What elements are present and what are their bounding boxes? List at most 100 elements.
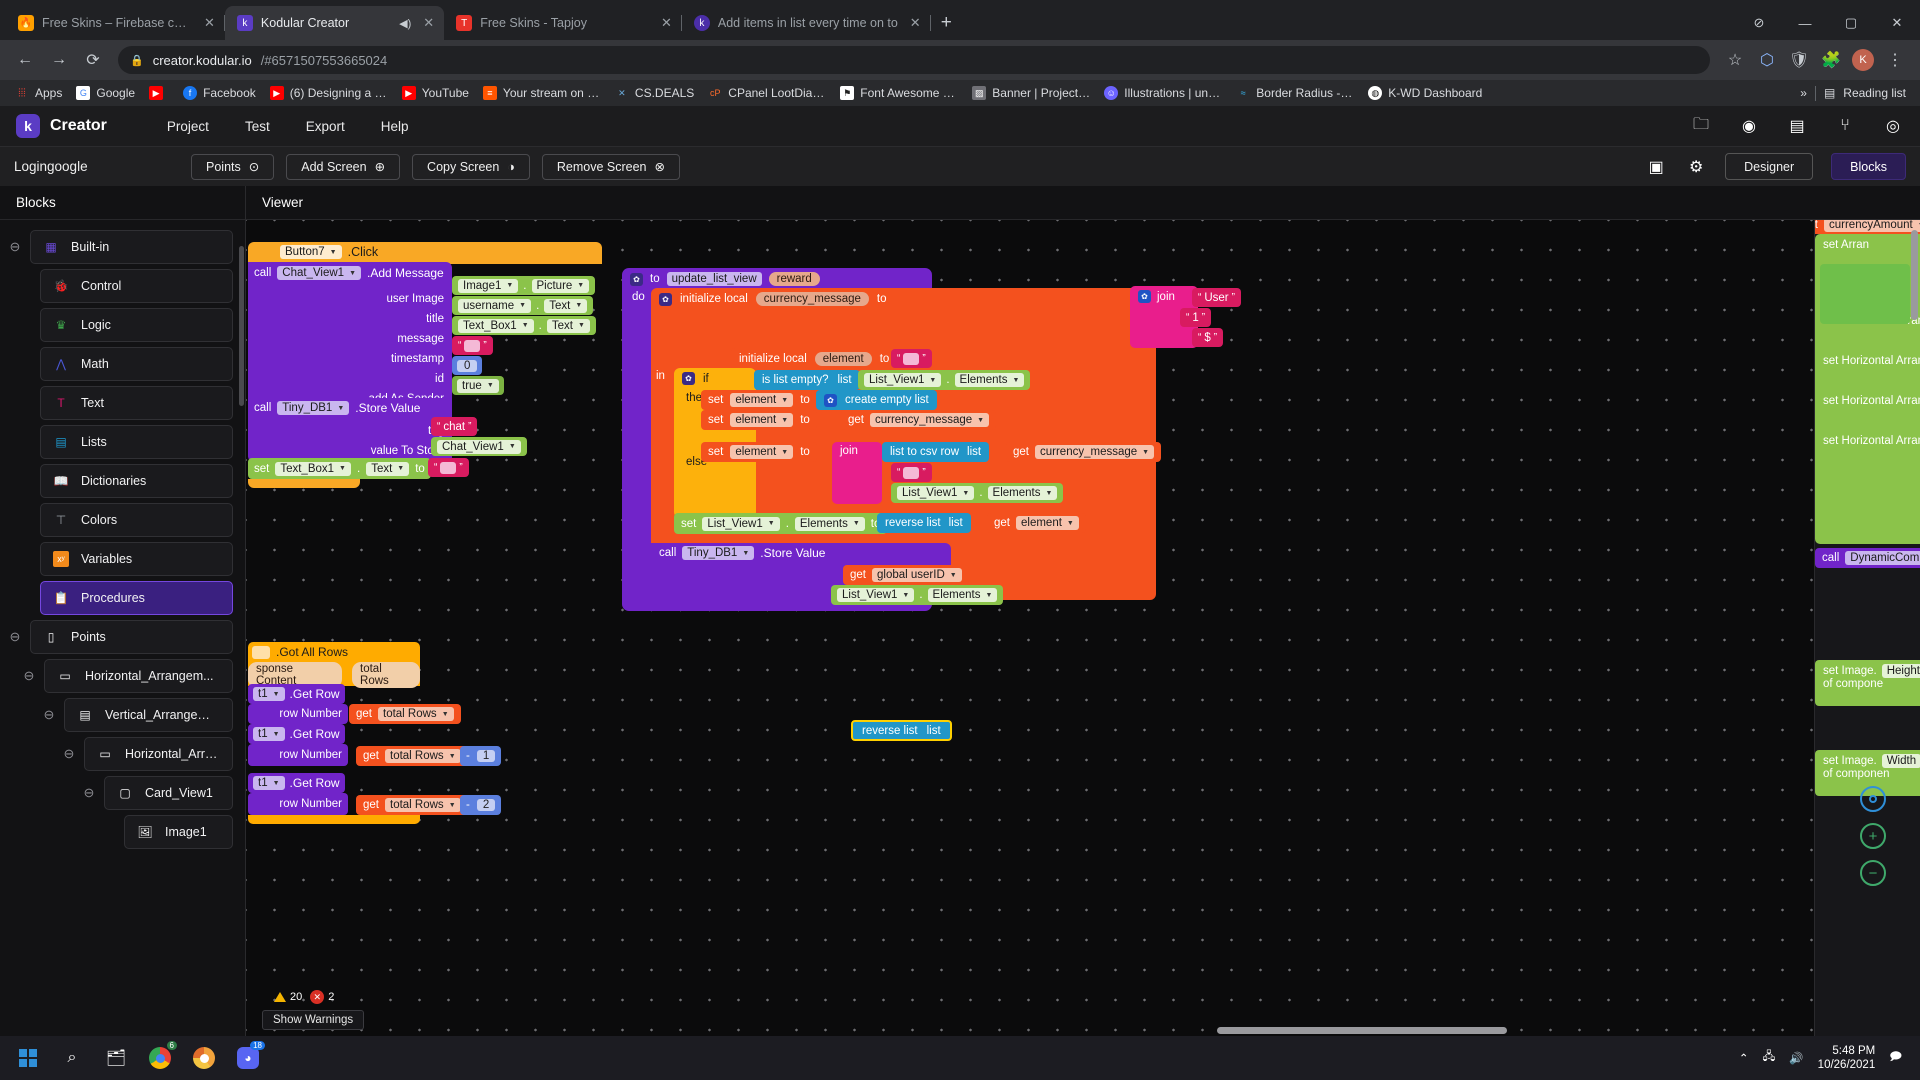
block-get-element[interactable]: get element ▼ bbox=[987, 513, 1086, 533]
bookmark-item[interactable]: ▶ YouTube bbox=[395, 83, 476, 103]
canvas-vscrollbar[interactable] bbox=[1911, 230, 1918, 320]
dropdown-listview1[interactable]: List_View1 ▼ bbox=[864, 373, 942, 387]
sidebar-row[interactable]: T Text bbox=[40, 386, 233, 420]
block-true-add-as-sender[interactable]: true ▼ bbox=[452, 376, 504, 395]
dropdown-chatview1[interactable]: Chat_View1 ▼ bbox=[277, 266, 362, 280]
media-icon[interactable]: ▣ bbox=[1648, 158, 1664, 176]
gear-icon[interactable]: ✿ bbox=[630, 272, 643, 286]
block-list-to-csv-row[interactable]: list to csv row list bbox=[882, 442, 990, 462]
canvas-hscrollbar[interactable] bbox=[493, 1025, 1810, 1036]
dropdown-total-rows[interactable]: total Rows ▼ bbox=[385, 749, 461, 763]
tab-designer[interactable]: Designer bbox=[1725, 153, 1814, 180]
sidebar-row[interactable]: ▯ Points bbox=[30, 620, 233, 654]
collapse-toggle-icon[interactable]: ⊖ bbox=[9, 629, 21, 644]
text-input[interactable] bbox=[464, 339, 481, 352]
dropdown-currency-message[interactable]: currency_message ▼ bbox=[870, 413, 990, 427]
block-text-empty-timestamp[interactable]: “ ” bbox=[452, 336, 493, 355]
menu-export[interactable]: Export bbox=[305, 118, 345, 134]
dropdown-listview1[interactable]: List_View1 ▼ bbox=[837, 588, 915, 602]
bookmark-item[interactable]: ≈ Border Radius - Tail... bbox=[1229, 83, 1361, 103]
dropdown-component[interactable]: t1 ▼ bbox=[253, 776, 285, 790]
block-listview1-elements-store[interactable]: List_View1 ▼ . Elements ▼ bbox=[831, 585, 1004, 605]
block-reverse-list[interactable]: reverse list list bbox=[877, 513, 971, 533]
sidebar-row[interactable]: 📖 Dictionaries bbox=[40, 464, 233, 498]
forward-icon[interactable]: → bbox=[51, 51, 67, 68]
points-button[interactable]: Points ⊙ bbox=[191, 153, 275, 180]
dropdown-height[interactable]: Height bbox=[1881, 664, 1920, 678]
notification-icon[interactable]: 🗩 bbox=[1889, 1050, 1902, 1063]
collapse-toggle-icon[interactable]: ⊖ bbox=[43, 707, 55, 722]
block-image1-picture[interactable]: Image1 ▼ . Picture ▼ bbox=[452, 276, 596, 295]
sidebar-item-text[interactable]: T Text bbox=[0, 386, 245, 420]
block-chatview1-value[interactable]: Chat_View1 ▼ bbox=[431, 437, 527, 456]
sidebar-row[interactable]: ⋀ Math bbox=[40, 347, 233, 381]
bookmark-apps[interactable]: ⦙⦙⦙ Apps bbox=[8, 83, 69, 103]
sidebar-item-procedures[interactable]: 📋 Procedures bbox=[0, 581, 245, 615]
browser-tab[interactable]: T Free Skins - Tapjoy ✕ bbox=[444, 6, 682, 40]
sidebar-item-image[interactable]: 🖼 Image1 bbox=[0, 815, 245, 849]
dropdown-button7[interactable]: Button7 ▼ bbox=[280, 245, 342, 259]
block-floating-reverse-list[interactable]: reverse list list bbox=[851, 720, 952, 741]
bookmark-item[interactable]: ☺ Illustrations | unDraw bbox=[1097, 83, 1229, 103]
block-username-text[interactable]: username ▼ . Text ▼ bbox=[452, 296, 594, 315]
block-create-empty-list[interactable]: ✿ create empty list bbox=[816, 390, 937, 410]
dropdown-listview1[interactable]: List_View1 ▼ bbox=[897, 486, 975, 500]
dropdown-elements[interactable]: Elements ▼ bbox=[954, 373, 1025, 387]
block-get-global-userid[interactable]: get global userID ▼ bbox=[843, 565, 969, 585]
dropdown-component[interactable]: t1 ▼ bbox=[253, 687, 285, 701]
text-input[interactable] bbox=[903, 466, 920, 479]
block-text-empty-set[interactable]: “ ” bbox=[428, 458, 469, 477]
block-call-dynamic-component[interactable]: call DynamicCom bbox=[1815, 548, 1920, 568]
bookmark-item[interactable]: ✕ CS.DEALS bbox=[608, 83, 701, 103]
dropdown-global-userid[interactable]: global userID ▼ bbox=[872, 568, 962, 582]
new-tab-button[interactable]: + bbox=[940, 12, 952, 33]
bookmark-item[interactable]: ▶ (6) Designing a res... bbox=[263, 83, 395, 103]
sidebar-row[interactable]: ▭ Horizontal_Arrangem... bbox=[44, 659, 233, 693]
block-get-total-rows-3[interactable]: get total Rows ▼ bbox=[356, 795, 468, 815]
reload-icon[interactable]: ⟳ bbox=[86, 52, 100, 69]
dropdown-text[interactable]: Text ▼ bbox=[546, 318, 590, 333]
block-textbox1-text[interactable]: Text_Box1 ▼ . Text ▼ bbox=[452, 316, 596, 335]
block-get-currency-message-1[interactable]: get currency_message ▼ bbox=[841, 410, 997, 430]
number-input[interactable]: 0 bbox=[457, 359, 478, 372]
block-get-row-3[interactable]: t1 ▼ .Get Row bbox=[248, 773, 345, 793]
sidebar-item-colors[interactable]: ⊤ Colors bbox=[0, 503, 245, 537]
gear-icon[interactable]: ✿ bbox=[824, 393, 837, 407]
block-get-total-rows-2[interactable]: get total Rows ▼ bbox=[356, 746, 468, 766]
block-get-currency-message-2[interactable]: get currency_message ▼ bbox=[1006, 442, 1162, 462]
show-warnings-button[interactable]: Show Warnings bbox=[262, 1010, 365, 1030]
sidebar-row[interactable]: xʸ Variables bbox=[40, 542, 233, 576]
collapse-toggle-icon[interactable]: ⊖ bbox=[63, 746, 75, 761]
copy-screen-button[interactable]: Copy Screen ◑ bbox=[412, 153, 530, 180]
close-icon[interactable]: ✕ bbox=[204, 15, 215, 30]
discord-icon[interactable]: ◕ 18 bbox=[228, 1038, 268, 1078]
number-input[interactable]: 1 bbox=[476, 750, 496, 762]
dropdown-elements[interactable]: Elements ▼ bbox=[794, 516, 865, 531]
bookmarks-overflow-icon[interactable]: » bbox=[1800, 86, 1807, 100]
sidebar-item-horizontal-arrangement[interactable]: ⊖ ▭ Horizontal_Arrangem... bbox=[0, 659, 245, 693]
dropdown-elements[interactable]: Elements ▼ bbox=[927, 588, 998, 602]
text-input[interactable] bbox=[903, 352, 920, 365]
back-icon[interactable]: ← bbox=[17, 51, 33, 68]
block-set-element-1[interactable]: set element ▼ to bbox=[701, 390, 817, 410]
sidebar-item-variables[interactable]: xʸ Variables bbox=[0, 542, 245, 576]
sidebar-row[interactable]: ♛ Logic bbox=[40, 308, 233, 342]
block-text-empty-else[interactable]: “ ” bbox=[891, 463, 932, 482]
dropdown-text[interactable]: Text ▼ bbox=[544, 298, 588, 313]
procedure-param[interactable]: reward bbox=[768, 272, 820, 286]
block-text-user[interactable]: “ User ” bbox=[1192, 288, 1241, 307]
procedure-name-field[interactable]: update_list_view bbox=[666, 272, 762, 286]
window-extra-icon[interactable]: ⊘ bbox=[1753, 15, 1765, 30]
shield-icon[interactable]: 🛡 bbox=[1788, 52, 1810, 69]
sidebar-item-horizontal-arrangement-2[interactable]: ⊖ ▭ Horizontal_Arrangem... bbox=[0, 737, 245, 771]
dropdown-component[interactable] bbox=[252, 645, 270, 659]
block-is-list-empty[interactable]: is list empty? list bbox=[754, 370, 860, 390]
dropdown-total-rows[interactable]: total Rows ▼ bbox=[385, 798, 461, 812]
local-var-name[interactable]: element bbox=[814, 352, 872, 366]
dropdown-tinydb1[interactable]: Tiny_DB1 ▼ bbox=[277, 401, 350, 415]
block-get-currency-amount-right[interactable]: get currencyAmount▼ bbox=[1815, 220, 1920, 234]
address-bar[interactable]: 🔒 creator.kodular.io /#6571507553665024 bbox=[118, 46, 1710, 74]
sidebar-row-selected[interactable]: 📋 Procedures bbox=[40, 581, 233, 615]
dropdown-width[interactable]: Width bbox=[1881, 754, 1920, 768]
close-icon[interactable]: ✕ bbox=[660, 15, 672, 30]
